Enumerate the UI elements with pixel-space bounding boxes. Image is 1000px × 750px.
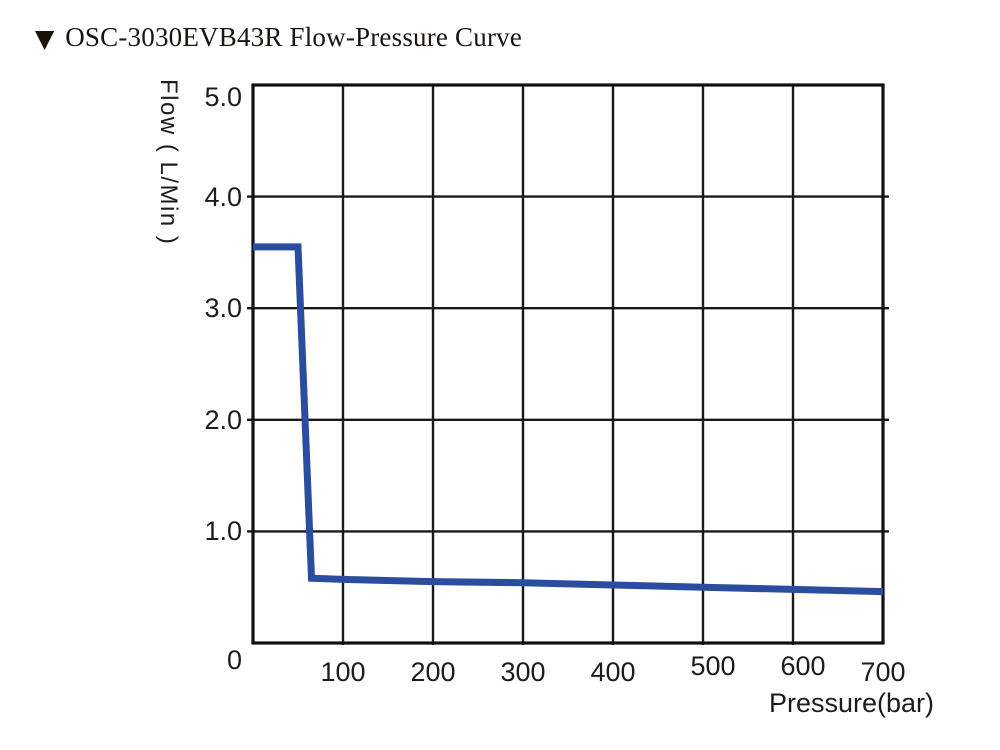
x-tick-label: 300 bbox=[500, 657, 546, 687]
plot-frame bbox=[251, 83, 885, 645]
section-marker-triangle-icon: ▼ bbox=[35, 24, 55, 53]
x-axis-label: Pressure(bar) bbox=[768, 688, 934, 718]
x-tick-label: 400 bbox=[590, 657, 636, 687]
chart-header: ▼ OSC-3030EVB43R Flow-Pressure Curve bbox=[35, 22, 522, 53]
x-tick-label: 100 bbox=[320, 657, 366, 687]
y-tick-label: 5.0 bbox=[204, 82, 242, 112]
x-tick-label: 600 bbox=[780, 651, 826, 681]
x-tick-label: 200 bbox=[410, 657, 456, 687]
page-title: OSC-3030EVB43R Flow-Pressure Curve bbox=[65, 22, 523, 52]
y-tick-label: 3.0 bbox=[204, 293, 242, 324]
y-axis-label: Flow ( L/Min ) bbox=[155, 79, 182, 246]
y-tick-label: 2.0 bbox=[204, 404, 242, 435]
flow-curve-line bbox=[253, 243, 884, 596]
x-tick-label: 500 bbox=[690, 651, 736, 681]
y-tick-label: 1.0 bbox=[204, 516, 242, 547]
y-tick-label: 4.0 bbox=[204, 181, 242, 212]
y-tick-label: 0 bbox=[226, 645, 242, 675]
x-tick-label: 700 bbox=[860, 657, 906, 687]
